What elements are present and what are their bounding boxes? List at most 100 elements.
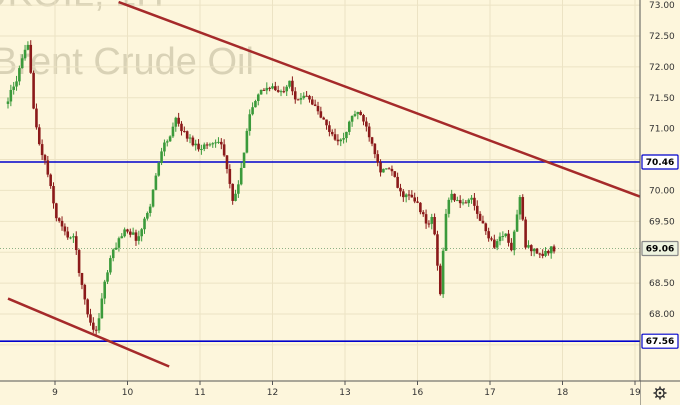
x-tick-label: 10	[122, 388, 134, 398]
candle-body	[447, 199, 451, 214]
candle-body	[168, 136, 172, 142]
candle-body	[342, 138, 345, 140]
candle-body	[393, 171, 397, 177]
y-tick-label: 69.50	[649, 217, 675, 227]
x-tick-label: 13	[339, 388, 350, 398]
candle-body	[336, 139, 340, 142]
candles	[6, 40, 556, 336]
candle-body	[171, 126, 175, 137]
candle-body	[350, 115, 354, 122]
candle-body	[427, 223, 431, 225]
candle-body	[347, 121, 351, 132]
candle-body	[487, 231, 490, 239]
x-tick-label: 17	[484, 388, 495, 398]
candle-body	[470, 197, 473, 200]
y-tick-label: 68.00	[649, 310, 675, 320]
candle-body	[518, 197, 522, 215]
trendline	[118, 0, 641, 198]
x-tick-label: 9	[52, 388, 58, 398]
settings-gear-icon[interactable]	[653, 386, 667, 400]
candle-body	[552, 246, 556, 252]
candle-body	[174, 117, 178, 127]
candle-body	[421, 212, 425, 215]
price-axis-background[interactable]	[640, 0, 680, 381]
last-price-badge-label: 69.06	[646, 245, 674, 255]
candle-body	[97, 318, 101, 331]
candle-body	[464, 202, 468, 204]
level-badge-label: 70.46	[646, 158, 674, 168]
candle-body	[29, 44, 33, 73]
candle-body	[146, 213, 149, 219]
candle-body	[319, 111, 323, 118]
candle-body	[20, 58, 24, 69]
candle-body	[379, 162, 382, 173]
candle-body	[18, 68, 21, 82]
candle-body	[222, 144, 226, 156]
candle-body	[208, 144, 212, 146]
candle-body	[498, 236, 502, 242]
candle-body	[202, 144, 206, 150]
candle-body	[188, 137, 192, 139]
candle-body	[128, 231, 132, 235]
candle-body	[180, 123, 183, 132]
candle-body	[481, 220, 485, 224]
x-tick-label: 19	[629, 388, 641, 398]
candle-body	[276, 90, 280, 92]
y-tick-label: 70.00	[649, 186, 675, 196]
candle-body	[151, 189, 155, 207]
candle-body	[461, 202, 465, 204]
candle-body	[140, 229, 143, 237]
candle-body	[217, 141, 220, 143]
candle-body	[148, 206, 152, 214]
candle-body	[83, 284, 87, 300]
candle-body	[373, 143, 377, 155]
candle-body	[538, 253, 542, 255]
candle-body	[365, 121, 368, 127]
candle-body	[271, 86, 274, 89]
candle-body	[285, 86, 289, 92]
candle-body	[225, 155, 229, 169]
candle-body	[529, 245, 533, 252]
candle-body	[535, 248, 539, 254]
candle-body	[26, 44, 30, 50]
candle-body	[515, 214, 519, 232]
candle-body	[521, 197, 525, 220]
candle-body	[302, 95, 306, 99]
y-tick-label: 73.00	[649, 1, 675, 11]
candle-body	[390, 168, 394, 172]
candle-body	[163, 142, 166, 152]
x-tick-label: 11	[194, 388, 205, 398]
candle-body	[376, 154, 380, 163]
watermark-name: Brent Crude Oil	[0, 41, 254, 83]
candle-body	[248, 114, 252, 131]
candle-body	[220, 141, 223, 145]
candle-body	[311, 99, 314, 105]
candle-body	[86, 299, 89, 315]
candle-body	[197, 143, 200, 150]
time-axis-background[interactable]	[0, 381, 640, 405]
candle-body	[103, 281, 106, 299]
candle-body	[308, 95, 311, 100]
candle-body	[254, 101, 257, 108]
candle-body	[402, 191, 405, 198]
candle-body	[313, 104, 317, 106]
candle-body	[259, 89, 263, 95]
candle-body	[493, 239, 496, 248]
candle-body	[325, 119, 328, 126]
candle-body	[356, 111, 360, 115]
candle-body	[404, 194, 408, 198]
candle-body	[316, 105, 320, 112]
candle-body	[157, 162, 161, 176]
candle-body	[413, 197, 416, 202]
candle-body	[333, 134, 337, 140]
candle-body	[231, 183, 234, 201]
candle-body	[296, 99, 300, 101]
candle-body	[345, 131, 348, 139]
candle-body	[322, 117, 325, 120]
candle-body	[69, 237, 72, 239]
candle-body	[60, 220, 64, 227]
candle-body	[473, 197, 476, 206]
candle-body	[131, 232, 135, 235]
